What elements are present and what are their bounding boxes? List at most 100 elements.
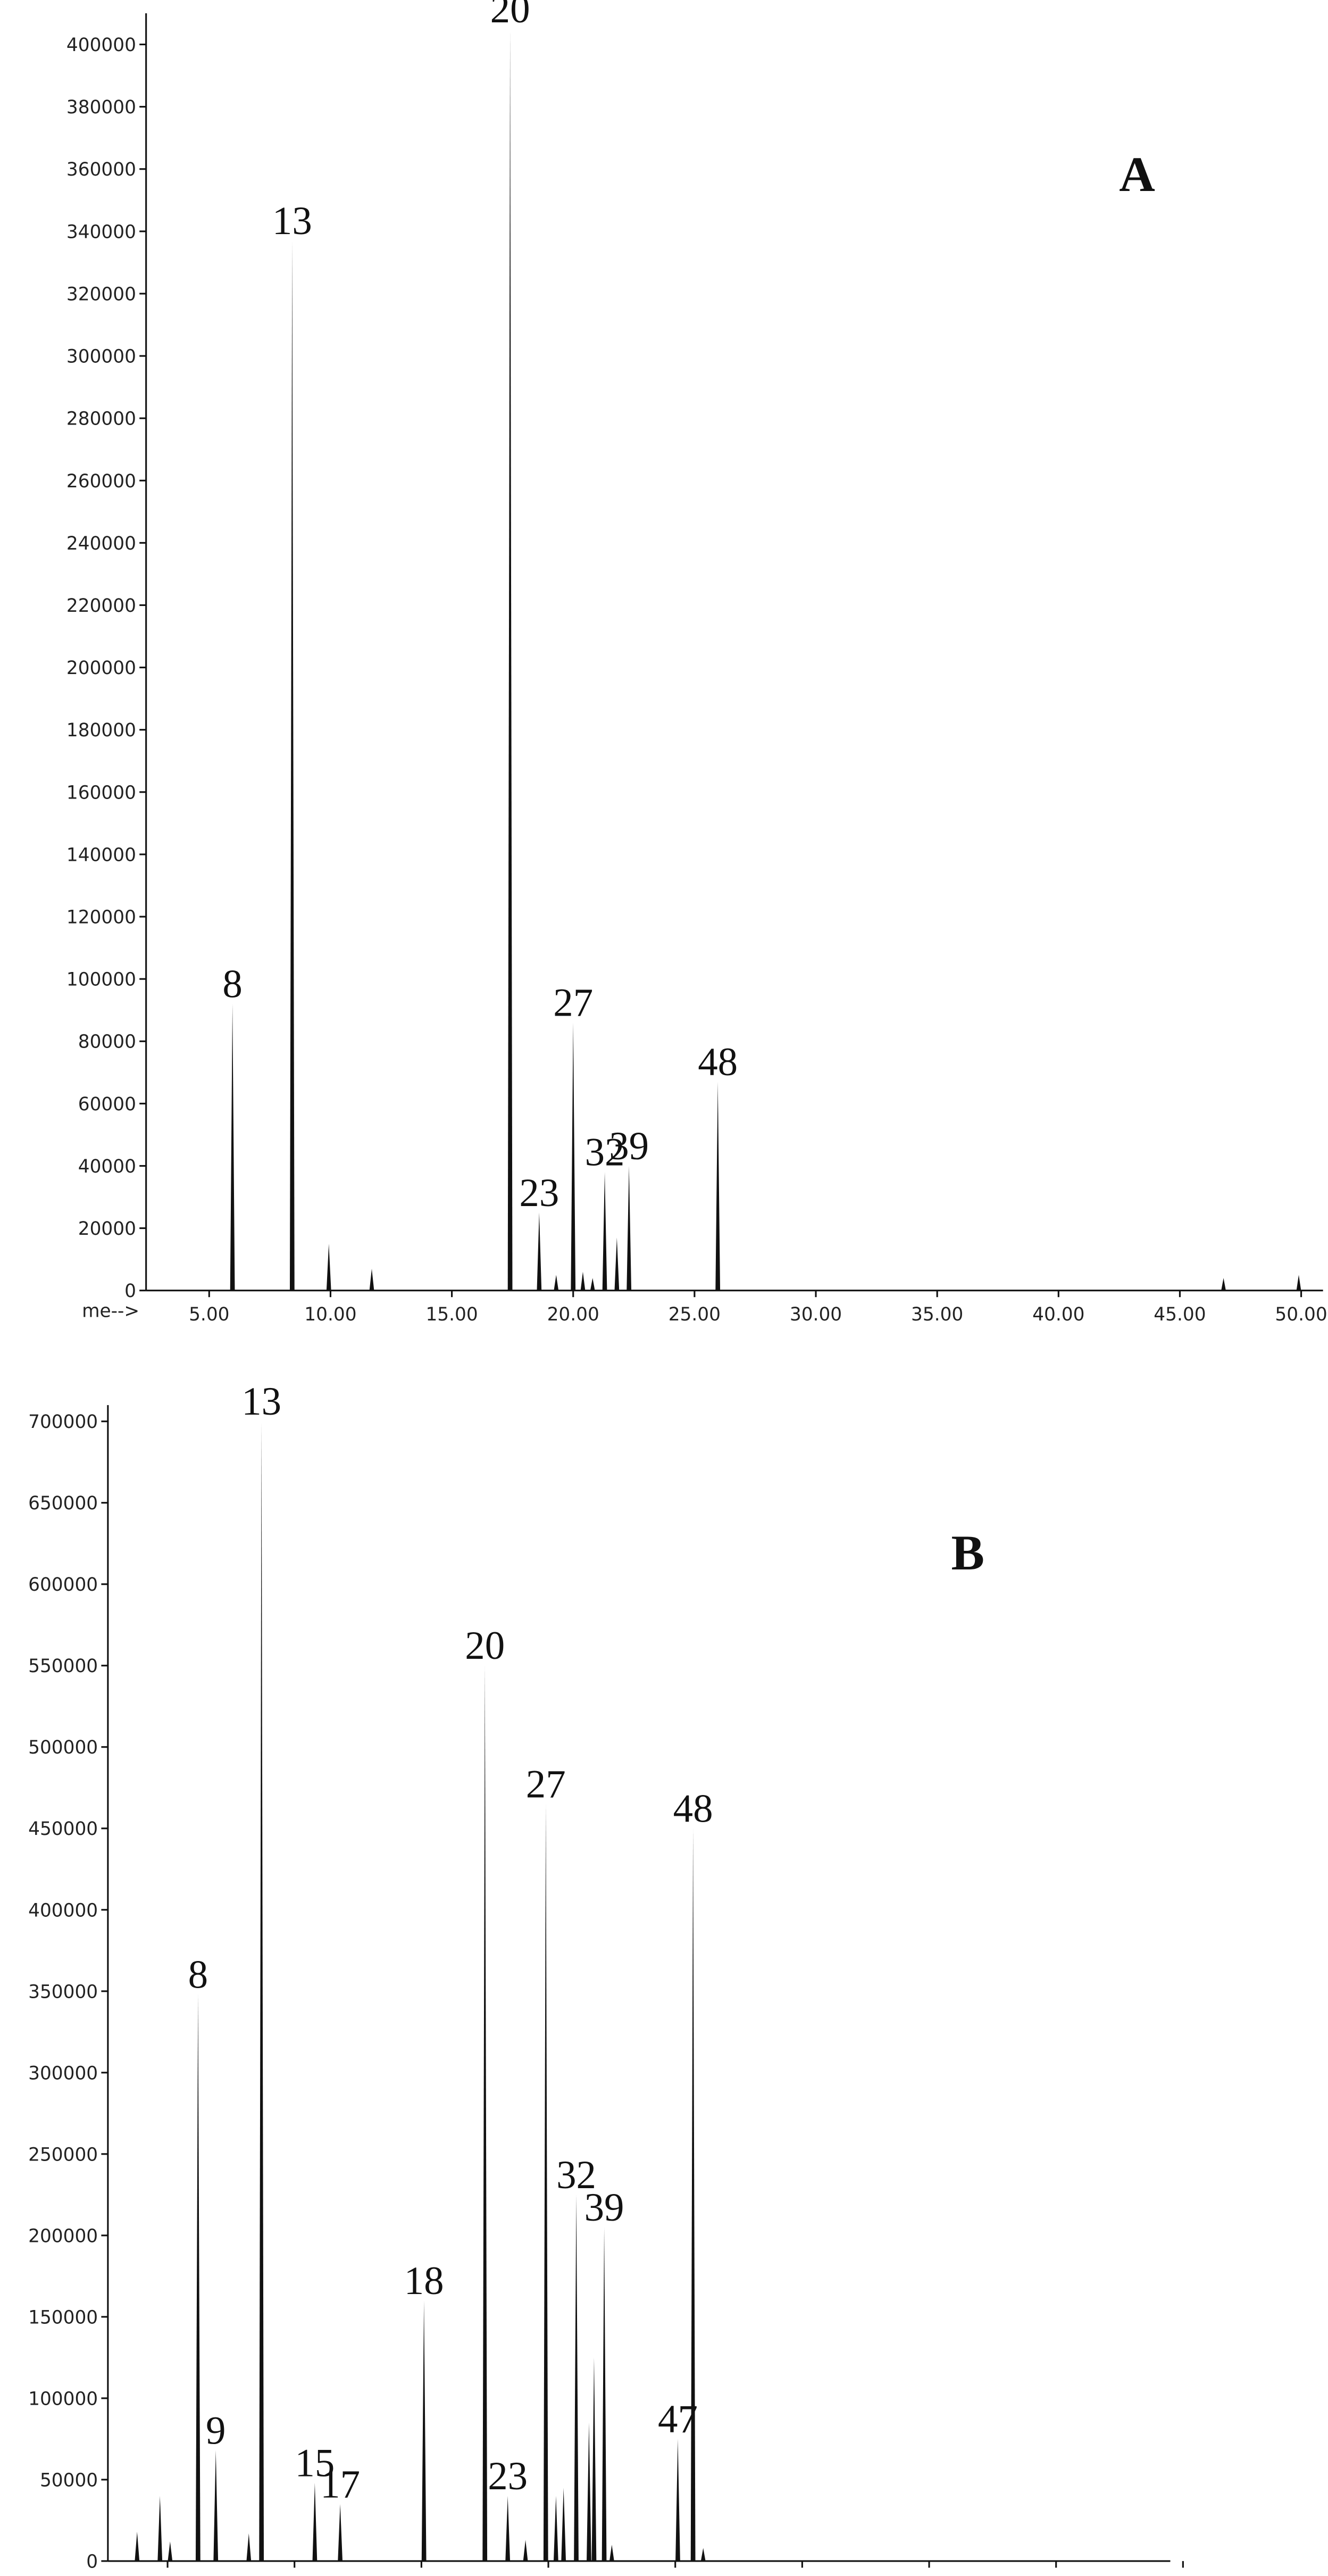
y-tick-label: 160000 <box>66 782 136 803</box>
peak-label: 15 <box>295 2441 335 2486</box>
x-tick-label: 45 <box>1172 2574 1195 2576</box>
y-tick-label: 100000 <box>28 2388 98 2409</box>
peak <box>587 2422 591 2561</box>
y-tick-label: 300000 <box>66 346 136 368</box>
y-tick-label: 0 <box>86 2551 98 2572</box>
y-tick-label: 320000 <box>66 284 136 305</box>
peak <box>338 2504 343 2561</box>
peak-label: 20 <box>490 0 530 31</box>
x-tick-label: 30.00 <box>790 1304 842 1325</box>
peak-label: 18 <box>404 2259 444 2303</box>
x-tick-label: 30.00 <box>776 2574 828 2576</box>
peak-label: 17 <box>320 2462 360 2506</box>
x-tick-label: 15.00 <box>395 2574 447 2576</box>
peak <box>591 2357 597 2561</box>
peak-label: 39 <box>584 2186 624 2230</box>
peak <box>213 2450 219 2561</box>
peak <box>523 2540 528 2561</box>
x-tick-label: 50.00 <box>1275 1304 1327 1325</box>
y-tick-label: 120000 <box>66 907 136 928</box>
peak-label: 32 <box>585 1131 625 1175</box>
y-tick-label: 500000 <box>28 1737 98 1758</box>
peak-label: 27 <box>526 1762 566 1806</box>
peak-label: 39 <box>609 1124 649 1168</box>
x-tick-label: 35.00 <box>903 2574 955 2576</box>
y-tick-label: 150000 <box>28 2307 98 2328</box>
peak <box>157 2496 163 2561</box>
peak <box>602 1172 607 1291</box>
peak <box>505 2496 511 2561</box>
peak-label: 8 <box>188 1952 208 1997</box>
peak <box>246 2533 252 2561</box>
peak <box>554 1275 559 1291</box>
peak <box>543 1804 548 2561</box>
peak <box>507 29 513 1291</box>
peak <box>609 2545 614 2561</box>
peak-label: 27 <box>553 981 593 1025</box>
peak <box>561 2488 566 2561</box>
peak <box>675 2439 680 2561</box>
y-tick-label: 280000 <box>66 409 136 430</box>
y-tick-label: 380000 <box>66 97 136 118</box>
peak-label: 48 <box>673 1786 713 1831</box>
peak <box>289 240 295 1291</box>
x-tick-label: 40.00 <box>1032 1304 1084 1325</box>
peak-label: 9 <box>206 2408 225 2453</box>
peak-label: 47 <box>658 2397 698 2441</box>
y-tick-label: 20000 <box>78 1218 136 1240</box>
y-tick-label: 200000 <box>28 2225 98 2247</box>
y-tick-label: 450000 <box>28 1818 98 1840</box>
panel-label: A <box>1119 147 1155 202</box>
y-tick-label: 180000 <box>66 720 136 741</box>
y-tick-label: 550000 <box>28 1656 98 1677</box>
y-tick-label: 220000 <box>66 595 136 617</box>
x-tick-label: 10.00 <box>269 2574 321 2576</box>
y-tick-label: 240000 <box>66 533 136 554</box>
peak-label: 48 <box>698 1040 738 1084</box>
x-tick-label: 20.00 <box>522 2574 574 2576</box>
peak <box>571 1023 576 1291</box>
y-tick-label: 50000 <box>40 2470 98 2491</box>
peak <box>553 2496 558 2561</box>
peak <box>312 2483 318 2561</box>
peak <box>1296 1275 1301 1291</box>
y-tick-label: 100000 <box>66 969 136 991</box>
y-tick-label: 700000 <box>28 1411 98 1433</box>
y-tick-label: 260000 <box>66 471 136 492</box>
peak <box>259 1421 264 2561</box>
y-tick-label: 80000 <box>78 1032 136 1053</box>
peak <box>537 1212 542 1291</box>
peak <box>168 2541 173 2561</box>
peak <box>614 1237 620 1291</box>
peak <box>580 1272 586 1291</box>
x-tick-label: 45.00 <box>1154 1304 1206 1325</box>
y-tick-label: 340000 <box>66 221 136 243</box>
peak <box>590 1278 595 1291</box>
y-tick-label: 200000 <box>66 658 136 679</box>
x-axis-label: me--> <box>82 1301 139 1322</box>
y-tick-label: 360000 <box>66 159 136 180</box>
x-tick-label: 25.00 <box>649 2574 701 2576</box>
y-tick-label: 0 <box>124 1281 136 1302</box>
y-tick-label: 350000 <box>28 1981 98 2002</box>
x-tick-label: 10.00 <box>304 1304 356 1325</box>
peak <box>135 2531 140 2561</box>
peak-label: 23 <box>519 1171 559 1215</box>
x-tick-label: 25.00 <box>669 1304 721 1325</box>
peak <box>627 1166 632 1291</box>
peak <box>482 1665 488 2561</box>
peak <box>326 1243 331 1291</box>
y-tick-label: 250000 <box>28 2144 98 2165</box>
y-tick-label: 140000 <box>66 844 136 866</box>
x-tick-label: 5.00 <box>147 2574 188 2576</box>
peak <box>1221 1278 1226 1291</box>
y-tick-label: 400000 <box>66 35 136 56</box>
peak <box>574 2195 579 2561</box>
peak <box>700 2548 706 2561</box>
y-tick-label: 40000 <box>78 1156 136 1177</box>
peak-label: 13 <box>272 199 312 243</box>
x-axis-label: me--> <box>44 2571 101 2576</box>
y-tick-label: 650000 <box>28 1493 98 1514</box>
x-tick-label: 40.00 <box>1030 2574 1082 2576</box>
